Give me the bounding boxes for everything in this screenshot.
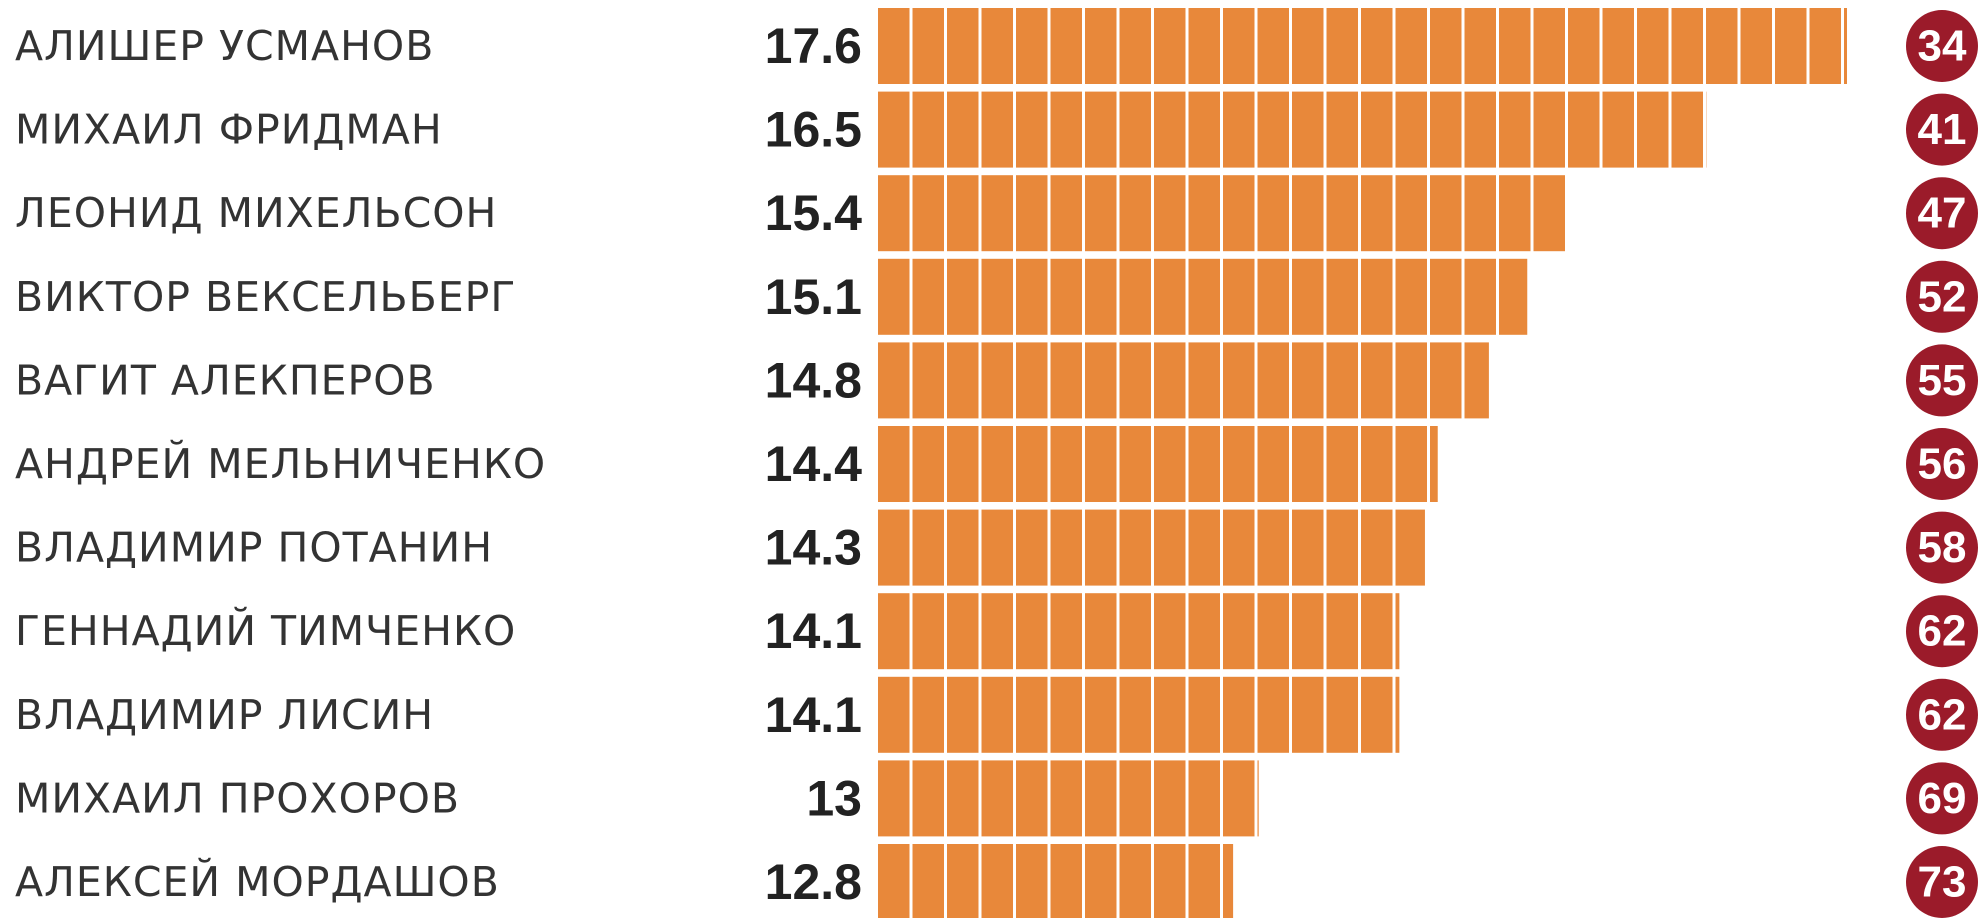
category-label: ВЛАДИМИР ЛИСИН <box>15 691 434 739</box>
bar <box>875 426 1438 502</box>
category-label: АНДРЕЙ МЕЛЬНИЧЕНКО <box>15 440 546 488</box>
bar <box>875 509 1425 586</box>
rank-badge <box>1906 10 1978 82</box>
rank-badge <box>1906 177 1978 250</box>
bar <box>875 342 1489 419</box>
rank-badge <box>1906 93 1978 166</box>
rank-badge <box>1906 428 1978 500</box>
bar <box>875 593 1400 670</box>
rank-label: 69 <box>1918 774 1967 823</box>
rank-label: 47 <box>1918 189 1967 238</box>
value-label: 14.8 <box>765 352 862 408</box>
rank-badge <box>1906 344 1978 417</box>
value-label: 15.4 <box>765 185 863 241</box>
bar <box>875 258 1528 335</box>
category-label: АЛЕКСЕЙ МОРДАШОВ <box>15 858 500 906</box>
rank-label: 55 <box>1918 356 1967 405</box>
value-label: 17.6 <box>765 18 862 74</box>
rank-label: 56 <box>1918 440 1967 489</box>
rank-badge <box>1906 260 1978 333</box>
value-label: 14.1 <box>765 687 862 743</box>
category-label: ВИКТОР ВЕКСЕЛЬБЕРГ <box>15 273 516 321</box>
rank-badge <box>1906 595 1978 668</box>
rank-label: 41 <box>1918 105 1967 154</box>
rank-badge <box>1906 678 1978 751</box>
category-label: ВЛАДИМИР ПОТАНИН <box>15 524 493 572</box>
category-label: ВАГИТ АЛЕКПЕРОВ <box>15 356 436 404</box>
bar <box>875 676 1400 753</box>
rank-label: 34 <box>1918 22 1967 71</box>
category-label: АЛИШЕР УСМАНОВ <box>15 22 434 70</box>
rank-badge <box>1906 846 1978 918</box>
bar <box>875 175 1566 252</box>
category-label: МИХАИЛ ФРИДМАН <box>15 106 443 154</box>
bar <box>875 8 1847 84</box>
value-label: 14.1 <box>765 603 862 659</box>
category-label: МИХАИЛ ПРОХОРОВ <box>15 774 460 822</box>
rank-label: 58 <box>1918 523 1967 572</box>
value-label: 13 <box>806 770 862 826</box>
value-label: 14.3 <box>765 520 862 576</box>
category-label: ГЕННАДИЙ ТИМЧЕНКО <box>15 607 516 655</box>
rank-label: 52 <box>1918 272 1967 321</box>
value-label: 12.8 <box>765 854 862 910</box>
bar <box>875 760 1259 837</box>
category-label: ЛЕОНИД МИХЕЛЬСОН <box>15 189 497 237</box>
value-label: 16.5 <box>765 102 862 158</box>
rank-label: 62 <box>1918 690 1967 739</box>
rank-label: 62 <box>1918 607 1967 656</box>
rank-badge <box>1906 762 1978 835</box>
value-label: 15.1 <box>765 269 862 325</box>
bar <box>875 844 1234 918</box>
rank-label: 73 <box>1918 858 1967 907</box>
bar <box>875 91 1707 168</box>
value-label: 14.4 <box>765 436 863 492</box>
rank-badge <box>1906 511 1978 584</box>
